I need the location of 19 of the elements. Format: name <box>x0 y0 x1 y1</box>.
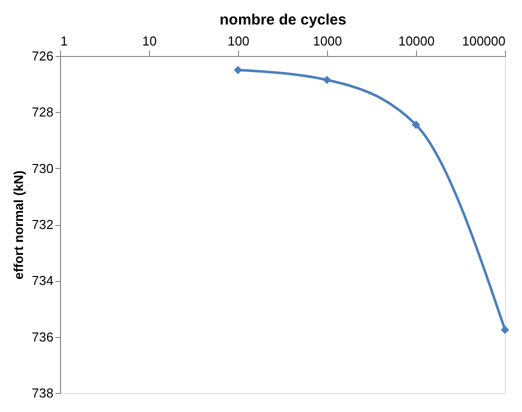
x-tick-label: 10 <box>142 34 157 48</box>
y-tick-label: 726 <box>32 48 54 64</box>
point <box>234 66 242 74</box>
point <box>322 76 332 84</box>
point <box>500 326 510 334</box>
y-tick-label: 736 <box>32 329 54 344</box>
y-tick-label: 728 <box>32 104 54 120</box>
y-tick-label: 732 <box>32 217 54 232</box>
point <box>412 120 420 129</box>
y-axis-title: effort normal (kN) <box>10 170 26 280</box>
x-tick-label: 1 <box>60 34 68 48</box>
y-tick-label: 730 <box>32 160 54 176</box>
x-axis-title: nombre de cycles <box>220 12 346 28</box>
x-tick-label: 10000 <box>398 34 435 48</box>
y-tick-label: 738 <box>32 386 54 400</box>
x-tick-label: 100 <box>228 34 250 48</box>
y-tick-label: 734 <box>32 273 54 288</box>
x-tick-label: 1000 <box>313 34 342 48</box>
x-tick-label: 100000 <box>462 34 506 48</box>
